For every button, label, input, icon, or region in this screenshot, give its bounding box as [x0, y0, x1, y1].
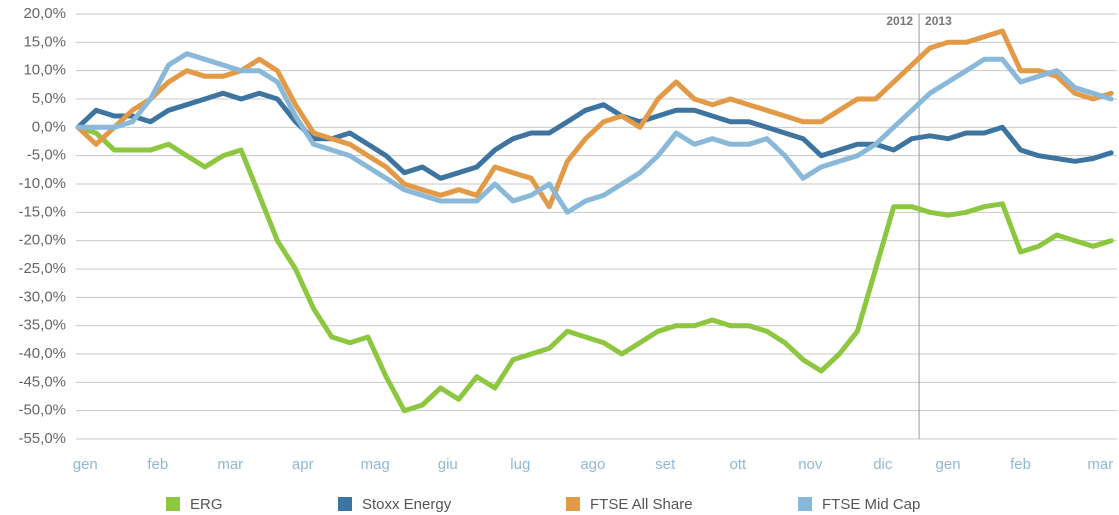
y-tick-label: -40,0% [18, 345, 66, 362]
x-tick-label: feb [1010, 456, 1031, 473]
annotation: 2013 [925, 14, 952, 28]
y-tick-label: -35,0% [18, 317, 66, 334]
line-series [75, 28, 1114, 210]
legend-label: FTSE All Share [590, 496, 693, 513]
x-tick-label: gen [936, 456, 961, 473]
x-tick-label: mar [1087, 456, 1113, 473]
x-tick-label: dic [873, 456, 893, 473]
x-tick-label: lug [510, 456, 530, 473]
x-tick-label: giu [438, 456, 458, 473]
annotation: 2012 [886, 14, 913, 28]
legend-label: Stoxx Energy [362, 496, 452, 513]
y-tick-label: -20,0% [18, 232, 66, 249]
line-series [75, 90, 1114, 181]
line-series [75, 51, 1114, 215]
legend-label: ERG [190, 496, 223, 513]
y-tick-label: -15,0% [18, 203, 66, 220]
x-tick-label: mar [217, 456, 243, 473]
x-tick-label: feb [147, 456, 168, 473]
y-tick-label: -45,0% [18, 373, 66, 390]
legend-swatch [566, 497, 580, 511]
x-tick-label: ago [580, 456, 605, 473]
x-tick-label: mag [361, 456, 390, 473]
y-tick-label: -10,0% [18, 175, 66, 192]
x-tick-label: nov [798, 456, 823, 473]
x-tick-label: ott [729, 456, 747, 473]
legend-label: FTSE Mid Cap [822, 496, 920, 513]
y-tick-label: -30,0% [18, 288, 66, 305]
y-tick-label: 5,0% [32, 90, 66, 107]
y-tick-label: 20,0% [23, 5, 66, 22]
legend-swatch [798, 497, 812, 511]
y-tick-label: -50,0% [18, 402, 66, 419]
y-tick-label: 10,0% [23, 62, 66, 79]
y-tick-label: -25,0% [18, 260, 66, 277]
x-tick-label: apr [292, 456, 314, 473]
x-tick-label: gen [73, 456, 98, 473]
line-series [75, 124, 1114, 414]
x-tick-label: set [655, 456, 676, 473]
y-tick-label: -5,0% [27, 147, 66, 164]
legend-swatch [166, 497, 180, 511]
legend-swatch [338, 497, 352, 511]
y-tick-label: 0,0% [32, 118, 66, 135]
y-tick-label: -55,0% [18, 430, 66, 447]
y-tick-label: 15,0% [23, 33, 66, 50]
